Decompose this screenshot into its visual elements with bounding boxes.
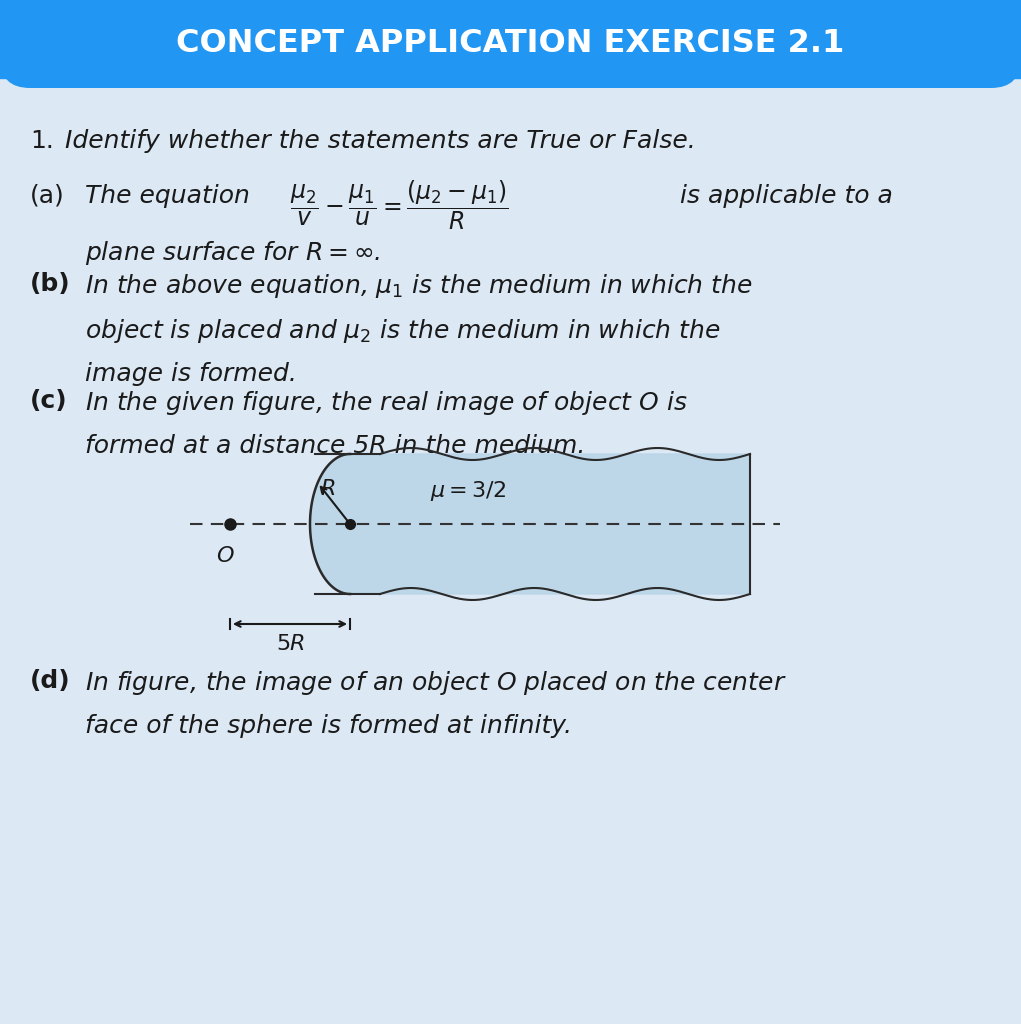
Text: In the given figure, the real image of object $O$ is: In the given figure, the real image of o… — [85, 389, 688, 417]
Text: face of the sphere is formed at infinity.: face of the sphere is formed at infinity… — [85, 714, 572, 738]
Text: image is formed.: image is formed. — [85, 362, 297, 386]
Text: plane surface for $R = \infty$.: plane surface for $R = \infty$. — [85, 239, 381, 267]
Text: (c): (c) — [30, 389, 67, 413]
Text: $\mu = 3/2$: $\mu = 3/2$ — [430, 479, 506, 503]
Text: CONCEPT APPLICATION EXERCISE 2.1: CONCEPT APPLICATION EXERCISE 2.1 — [176, 29, 844, 59]
Text: (d): (d) — [30, 669, 70, 693]
Text: (a): (a) — [30, 184, 64, 208]
Text: is applicable to a: is applicable to a — [680, 184, 893, 208]
Text: $O$: $O$ — [215, 546, 234, 566]
Text: formed at a distance 5R in the medium.: formed at a distance 5R in the medium. — [85, 434, 585, 458]
Text: In the above equation, $\mu_1$ is the medium in which the: In the above equation, $\mu_1$ is the me… — [85, 272, 752, 300]
Text: Identify whether the statements are True or False.: Identify whether the statements are True… — [65, 129, 695, 153]
Polygon shape — [310, 454, 750, 594]
Text: $5R$: $5R$ — [276, 634, 304, 654]
FancyBboxPatch shape — [0, 0, 1021, 88]
Text: (b): (b) — [30, 272, 70, 296]
Text: $R$: $R$ — [320, 479, 335, 499]
Text: In figure, the image of an object $O$ placed on the center: In figure, the image of an object $O$ pl… — [85, 669, 786, 697]
Text: The equation: The equation — [85, 184, 250, 208]
Text: object is placed and $\mu_2$ is the medium in which the: object is placed and $\mu_2$ is the medi… — [85, 317, 721, 345]
Text: $\dfrac{\mu_2}{v} - \dfrac{\mu_1}{u} = \dfrac{(\mu_2 - \mu_1)}{R}$: $\dfrac{\mu_2}{v} - \dfrac{\mu_1}{u} = \… — [290, 179, 508, 232]
Text: 1.: 1. — [30, 129, 54, 153]
